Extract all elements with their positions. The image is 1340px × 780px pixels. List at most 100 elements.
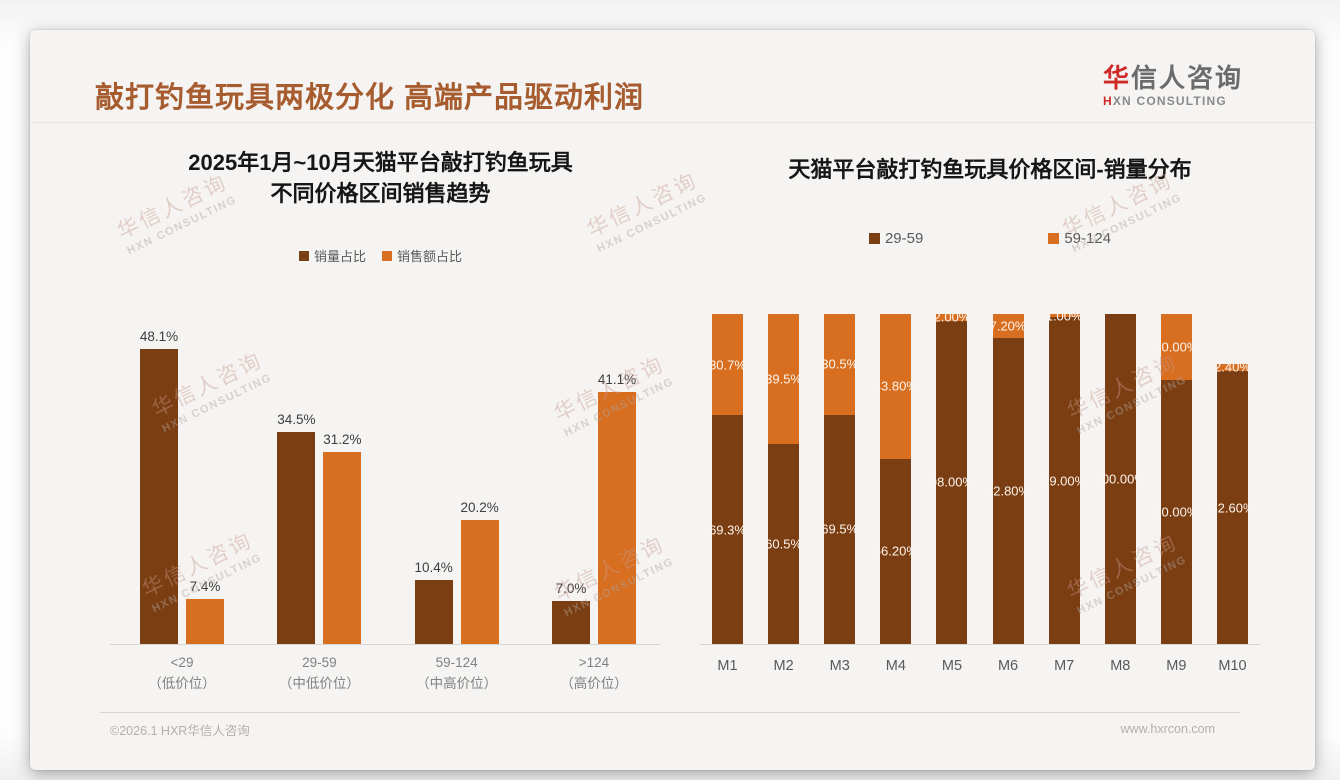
segment-29-59-M3: 69.5% (821, 414, 859, 644)
segment-value-label: 39.5% (765, 371, 803, 387)
stacked-bar-M2: 60.5% 39.5% M2 (765, 314, 803, 674)
legend-label: 29-59 (884, 230, 924, 247)
right-chart-plot-area: 69.3% 30.7% M1 60.5% 39.5% M2 69.5% 30.5% M3 56.2… (700, 308, 1260, 674)
stacked-bar-M9: 80.00% 20.00% M9 (1154, 314, 1198, 674)
logo-en-highlight: H (1102, 93, 1113, 108)
x-axis-label-29-59: 29-59 （中低价位） (278, 655, 360, 691)
legend-item-sales-amount: 销售额占比 (382, 246, 462, 265)
legend-swatch-icon (298, 250, 309, 261)
legend-label: 销售额占比 (397, 249, 463, 264)
x-axis-label-M10: M10 (1218, 658, 1247, 674)
bar-value-label: 7.0% (555, 581, 587, 597)
segment-59-124-M10: 2.40% (1214, 360, 1251, 375)
bar-销售额占比->124: 41.1% (598, 372, 636, 644)
segment-value-label: 7.20% (989, 318, 1027, 334)
segment-value-label: 30.7% (709, 357, 746, 373)
x-axis-label-M6: M6 (997, 658, 1019, 674)
segment-59-124-M2: 39.5% (765, 314, 803, 445)
bar-group-29-59: 34.5% 31.2% 29-59 （中低价位） (277, 300, 361, 691)
right-chart-title-line1: 天猫平台敲打钓鱼玩具价格区间-销量分布 (788, 157, 1192, 182)
x-axis-label->124: >124 （高价位） (560, 655, 628, 691)
legend-swatch-icon (1048, 233, 1060, 244)
stacked-bar-M3: 69.5% 30.5% M3 (821, 314, 859, 674)
bar-value-label: 10.4% (414, 560, 453, 576)
bar-group-<29: 48.1% 7.4% <29 （低价位） (140, 300, 224, 691)
stacked-bar-M10: 82.60% 2.40% M10 (1210, 360, 1254, 674)
x-axis-label-M9: M9 (1166, 658, 1187, 674)
legend-item-price-59-124: 59-124 (1048, 230, 1111, 247)
stacked-bar-M1: 69.3% 30.7% M1 (709, 314, 746, 674)
right-chart-legend: 29-59 59-124 (705, 230, 1275, 247)
right-chart-title: 天猫平台敲打钓鱼玩具价格区间-销量分布 (705, 155, 1275, 186)
segment-value-label: 2.00% (933, 309, 971, 325)
x-axis-label-M8: M8 (1110, 658, 1131, 674)
footer-divider (100, 712, 1240, 713)
legend-item-price-29-59: 29-59 (868, 230, 924, 247)
x-axis-label-M4: M4 (885, 658, 906, 674)
bar-销售额占比-<29: 7.4% (186, 579, 224, 644)
x-axis-label-M7: M7 (1054, 658, 1075, 674)
left-chart-plot-area: 48.1% 7.4% <29 （低价位） 34.5% 31.2% 29-59 （中低价位） 10… (110, 300, 660, 691)
stacked-bar-M8: 100.00% M8 (1095, 314, 1146, 674)
bar-销售额占比-59-124: 20.2% (461, 500, 499, 644)
x-axis-label-<29: <29 （低价位） (148, 655, 216, 691)
slide-card: 敲打钓鱼玩具两极分化 高端产品驱动利润 华信人咨询 HXN CONSULTING… (30, 30, 1315, 770)
bar-value-label: 41.1% (597, 371, 637, 387)
segment-value-label: 20.00% (1154, 339, 1199, 355)
segment-value-label: 92.80% (986, 483, 1031, 499)
logo-cn-highlight: 华 (1102, 63, 1131, 93)
logo-en-text: HXN CONSULTING (1103, 94, 1243, 108)
bar-销量占比-29-59: 34.5% (277, 412, 315, 644)
segment-value-label: 69.5% (821, 521, 859, 537)
footer-copyright: ©2026.1 HXR华信人咨询 (110, 724, 250, 738)
segment-29-59-M1: 69.3% (709, 415, 746, 644)
bar-value-label: 7.4% (189, 578, 221, 594)
legend-label: 59-124 (1064, 230, 1112, 247)
bar-value-label: 31.2% (323, 432, 362, 448)
segment-29-59-M9: 80.00% (1154, 380, 1198, 644)
left-chart-title: 2025年1月~10月天猫平台敲打钓鱼玩具 不同价格区间销售趋势 (98, 148, 663, 210)
bar-销量占比-59-124: 10.4% (415, 560, 453, 644)
segment-value-label: 99.00% (1042, 473, 1087, 489)
bar-value-label: 20.2% (460, 499, 499, 515)
segment-value-label: 69.3% (709, 522, 746, 538)
stacked-bar-M5: 98.00% 2.00% M5 (930, 310, 974, 674)
x-axis-label-M1: M1 (717, 658, 738, 674)
legend-swatch-icon (868, 233, 880, 244)
x-axis-label-M3: M3 (829, 658, 850, 674)
segment-value-label: 56.20% (873, 543, 918, 559)
bar-销量占比-<29: 48.1% (140, 329, 178, 644)
bar-销量占比->124: 7.0% (551, 581, 590, 644)
segment-29-59-M6: 92.80% (986, 337, 1030, 644)
segment-59-124-M1: 30.7% (709, 314, 746, 416)
segment-59-124-M4: 43.80% (874, 314, 918, 459)
legend-swatch-icon (382, 250, 392, 261)
stacked-bar-M6: 92.80% 7.20% M6 (986, 314, 1030, 674)
x-axis-label-M2: M2 (773, 658, 794, 674)
segment-value-label: 82.60% (1210, 500, 1255, 516)
bar-value-label: 34.5% (277, 412, 316, 428)
left-chart-legend: 销量占比 销售额占比 (98, 246, 663, 265)
legend-label: 销量占比 (313, 249, 366, 264)
slide-title: 敲打钓鱼玩具两极分化 高端产品驱动利润 (95, 82, 645, 114)
header-divider (30, 122, 1315, 123)
x-axis-label-M5: M5 (941, 658, 963, 674)
legend-item-sales-volume: 销量占比 (298, 246, 366, 265)
segment-29-59-M5: 98.00% (930, 320, 974, 644)
segment-value-label: 1.00% (1045, 308, 1083, 324)
logo-en-rest: XN CONSULTING (1112, 93, 1227, 108)
segment-value-label: 2.40% (1214, 359, 1251, 375)
segment-59-124-M5: 2.00% (934, 310, 971, 325)
segment-59-124-M3: 30.5% (821, 314, 858, 415)
segment-29-59-M8: 100.00% (1095, 314, 1146, 644)
left-chart-title-line2: 不同价格区间销售趋势 (270, 180, 491, 206)
x-axis-label-59-124: 59-124 （中高价位） (416, 655, 498, 691)
segment-value-label: 100.00% (1094, 471, 1146, 487)
company-logo: 华信人咨询 HXN CONSULTING (1103, 64, 1243, 108)
segment-29-59-M7: 99.00% (1042, 317, 1086, 644)
stacked-bar-M7: 99.00% 1.00% M7 (1042, 308, 1086, 674)
bar-value-label: 48.1% (139, 328, 179, 344)
segment-59-124-M6: 7.20% (989, 314, 1027, 338)
bar-销售额占比-29-59: 31.2% (323, 432, 361, 644)
